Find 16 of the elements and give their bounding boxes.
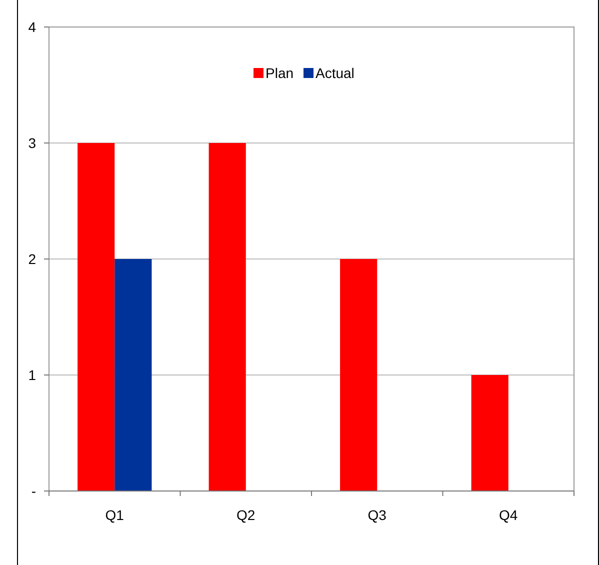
bar [78, 143, 115, 491]
y-tick-label: 4 [28, 19, 36, 35]
y-tick-label: 2 [28, 251, 36, 267]
y-tick-label: 1 [28, 367, 36, 383]
bar [114, 259, 152, 491]
y-tick-label: - [31, 483, 36, 499]
x-tick-label: Q2 [236, 507, 256, 523]
y-tick-label: 3 [28, 135, 36, 151]
x-tick-label: Q4 [499, 507, 518, 523]
bar [208, 143, 246, 491]
x-tick-label: Q1 [105, 507, 124, 523]
legend-label: Plan [266, 65, 294, 81]
bar [340, 259, 378, 491]
x-tick-label: Q3 [368, 507, 387, 523]
legend-label: Actual [316, 65, 354, 81]
bar [471, 375, 508, 491]
